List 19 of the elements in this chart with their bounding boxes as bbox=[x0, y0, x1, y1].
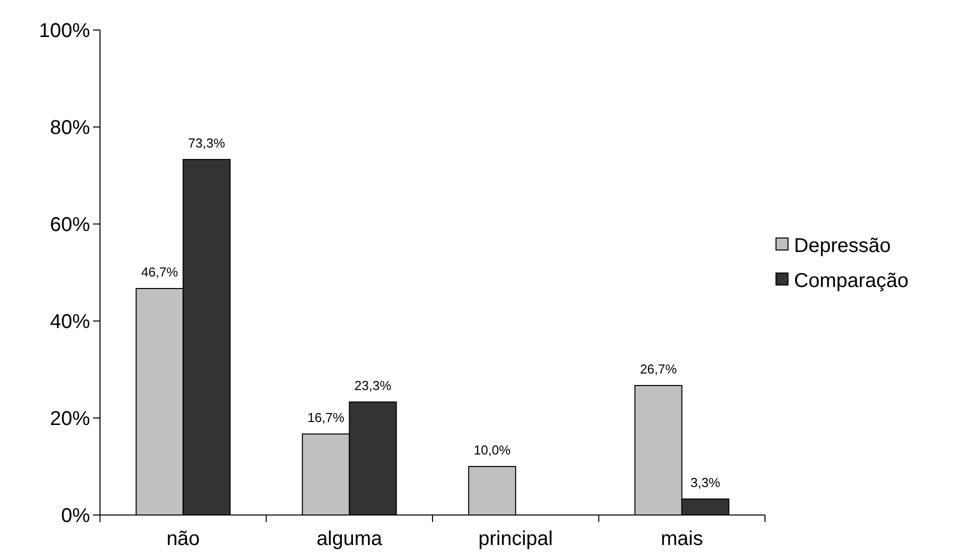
legend-label: Comparação bbox=[794, 270, 909, 292]
data-label: 26,7% bbox=[640, 362, 678, 377]
data-label: 10,0% bbox=[474, 442, 512, 458]
data-label: 46,7% bbox=[141, 264, 179, 280]
x-tick-label: principal bbox=[478, 528, 553, 550]
x-tick-label: alguma bbox=[316, 528, 384, 550]
data-label: 23,3% bbox=[354, 378, 392, 393]
x-tick-label: mais bbox=[660, 528, 703, 550]
y-tick-label: 40% bbox=[50, 311, 90, 333]
y-tick-label: 80% bbox=[50, 117, 90, 139]
y-tick-label: 20% bbox=[50, 408, 90, 430]
y-tick-label: 100% bbox=[38, 20, 90, 42]
data-label: 3,3% bbox=[690, 474, 721, 490]
data-label: 73,3% bbox=[188, 135, 226, 150]
y-tick-label: 0% bbox=[61, 505, 90, 527]
data-label: 16,7% bbox=[307, 410, 345, 426]
y-tick-label: 60% bbox=[50, 214, 90, 236]
legend-label: Depressão bbox=[794, 235, 891, 257]
x-tick-label: não bbox=[166, 528, 200, 550]
